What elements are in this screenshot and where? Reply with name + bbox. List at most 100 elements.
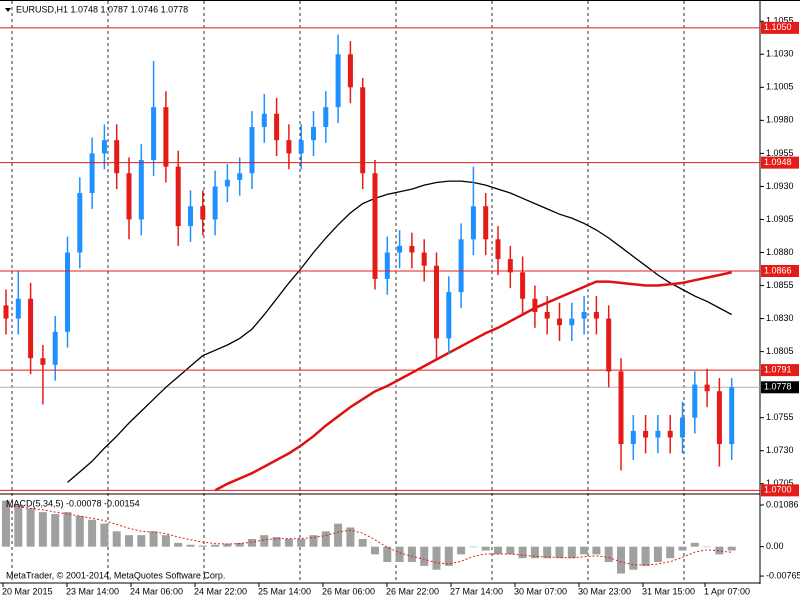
macd-bar <box>75 515 84 547</box>
macd-bar <box>88 519 97 547</box>
macd-bar <box>543 546 552 559</box>
macd-bar <box>678 546 687 551</box>
level-label: 1.0791 <box>764 364 792 374</box>
time-label: 25 Mar 14:00 <box>258 586 311 596</box>
candle-body <box>249 126 255 174</box>
macd-bar <box>518 546 527 559</box>
price-tick-label: 1.0905 <box>766 214 794 224</box>
candle-body <box>704 384 710 392</box>
price-tick-label: 1.0705 <box>766 478 794 488</box>
candle-body <box>323 107 329 127</box>
macd-bar <box>321 531 330 547</box>
candle-body <box>618 371 624 445</box>
time-label: 30 Mar 07:00 <box>514 586 567 596</box>
candle-body <box>200 206 206 220</box>
macd-bar <box>112 531 121 547</box>
candle-body <box>483 206 489 240</box>
candle-body <box>680 417 685 438</box>
price-tick-label: 1.0755 <box>766 412 794 422</box>
price-tick-label: 1.0805 <box>766 346 794 356</box>
candle-body <box>593 311 599 319</box>
candle-body <box>3 305 9 319</box>
macd-bar <box>174 542 183 547</box>
time-label: 27 Mar 14:00 <box>450 586 503 596</box>
level-label: 1.0700 <box>764 485 792 495</box>
price-tick-label: 1.1030 <box>766 49 794 59</box>
candle-body <box>28 298 34 359</box>
macd-bar <box>444 546 453 566</box>
candle-body <box>470 206 476 240</box>
candle-body <box>434 265 439 339</box>
candle-body <box>261 113 267 127</box>
macd-bar <box>383 546 392 563</box>
candle-body <box>458 239 464 293</box>
candle-body <box>360 87 366 174</box>
candle-body <box>507 259 513 273</box>
macd-bar <box>727 546 736 551</box>
price-tick-label: 1.0955 <box>766 148 794 158</box>
level-label: 1.0866 <box>764 265 792 275</box>
macd-bar <box>14 504 23 547</box>
candle-body <box>274 113 280 141</box>
indicator-tick-label: 0.00 <box>766 541 784 551</box>
moving-average <box>67 180 733 483</box>
candle-body <box>692 384 698 418</box>
candle-body <box>655 430 661 438</box>
macd-bar <box>481 546 490 551</box>
price-tick-label: 1.1055 <box>766 16 794 26</box>
candle-body <box>151 107 157 160</box>
macd-bar <box>555 546 564 559</box>
time-label: 26 Mar 06:00 <box>322 586 375 596</box>
candle-body <box>335 54 341 108</box>
candle-body <box>372 173 378 279</box>
macd-bar <box>592 546 601 555</box>
macd-bar <box>309 535 318 547</box>
macd-bar <box>223 543 232 547</box>
price-tick-label: 1.0880 <box>766 247 794 257</box>
macd-bar <box>26 508 35 547</box>
macd-bar <box>272 537 281 547</box>
price-tick-label: 1.0980 <box>766 115 794 125</box>
candle-body <box>286 140 292 154</box>
time-label: 24 Mar 06:00 <box>130 586 183 596</box>
candle-body <box>224 179 230 187</box>
price-tick-label: 1.0855 <box>766 280 794 290</box>
candle-body <box>298 140 304 154</box>
candle-body <box>557 318 562 326</box>
macd-bar <box>100 523 109 547</box>
macd-bar <box>690 542 699 547</box>
candle-body <box>237 173 243 180</box>
menu-arrow[interactable] <box>5 8 11 12</box>
level-tag <box>761 265 799 277</box>
candle-body <box>138 160 144 220</box>
macd-bar <box>469 546 478 548</box>
candle-body <box>606 318 612 372</box>
candle-body <box>397 245 403 253</box>
candle-body <box>52 331 58 365</box>
macd-bar <box>567 546 576 559</box>
moving-average <box>214 271 732 492</box>
candle-body <box>421 252 427 266</box>
candle-body <box>581 311 587 319</box>
price-label: 1.0778 <box>764 382 792 392</box>
macd-bar <box>260 535 269 547</box>
candle-body <box>77 193 83 253</box>
candle-body <box>311 126 316 141</box>
candle-body <box>101 140 107 154</box>
macd-bar <box>641 546 650 566</box>
candle-body <box>384 252 390 279</box>
symbol-header: EURUSD,H1 1.0748 1.0787 1.0746 1.0778 <box>16 4 188 14</box>
indicator-tick-label: 0.01086 <box>766 499 799 509</box>
time-label: 24 Mar 22:00 <box>194 586 247 596</box>
macd-bar <box>137 535 146 547</box>
candle-body <box>188 206 193 227</box>
candle-body <box>175 166 181 227</box>
macd-bar <box>248 539 256 547</box>
macd-bar <box>334 523 343 547</box>
macd-bar <box>457 546 466 555</box>
macd-bar <box>617 546 625 574</box>
macd-bar <box>161 535 170 547</box>
time-label: 31 Mar 15:00 <box>642 586 695 596</box>
macd-bar <box>2 500 10 547</box>
